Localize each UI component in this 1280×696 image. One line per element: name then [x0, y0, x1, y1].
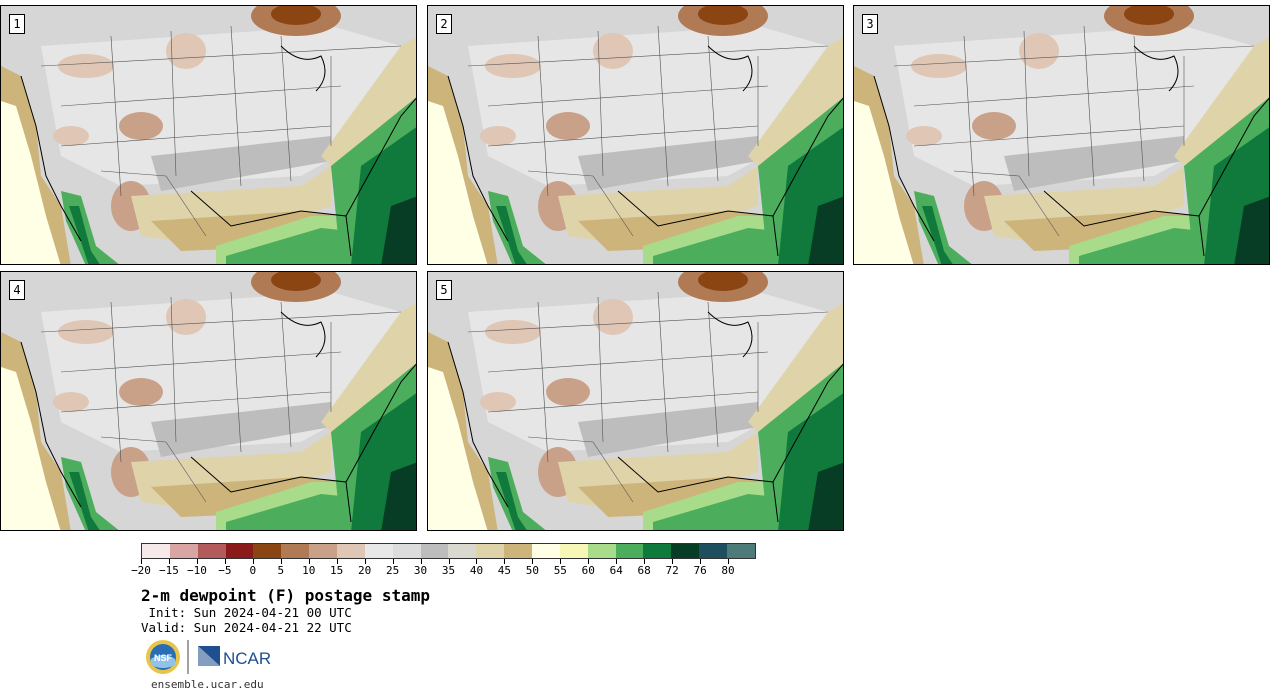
colorbar-tick-label: 20: [358, 564, 372, 577]
plot-title: 2-m dewpoint (F) postage stamp: [141, 586, 430, 605]
colorbar-tick-label: 25: [385, 564, 400, 577]
nsf-logo-text: NSF: [154, 653, 173, 663]
colorbar-tick-label: 10: [302, 564, 316, 577]
colorbar-tick: [700, 559, 702, 564]
colorbar-tick-label: 45: [497, 564, 512, 577]
ncar-logo: NCAR: [198, 646, 271, 668]
colorbar-tick-label: 0: [249, 564, 257, 577]
colorbar-tick-label: 50: [525, 564, 539, 577]
colorbar-segment: [253, 544, 282, 558]
nsf-logo: NSF: [146, 640, 180, 674]
colorbar-segment: [309, 544, 338, 558]
colorbar-tick-label: 35: [441, 564, 456, 577]
colorbar-tick-label: −10: [186, 564, 207, 577]
colorbar-tick-label: 64: [609, 564, 623, 577]
colorbar-tick: [196, 559, 198, 564]
colorbar-tick-label: 15: [330, 564, 344, 577]
colorbar-tick: [224, 559, 226, 564]
colorbar-segment: [281, 544, 310, 558]
ncar-logo-text: NCAR: [223, 649, 271, 668]
colorbar-tick: [141, 559, 142, 564]
colorbar-tick: [616, 559, 618, 564]
colorbar-tick: [532, 559, 534, 564]
colorbar-tick: [560, 559, 562, 564]
colorbar-tick: [252, 559, 254, 564]
colorbar-segment: [559, 544, 588, 558]
colorbar-segment: [615, 544, 644, 558]
map-panel-3: 3: [853, 5, 1270, 265]
colorbar-segment: [337, 544, 365, 558]
colorbar-segment: [142, 544, 170, 558]
dewpoint-map: [1, 6, 416, 264]
colorbar-tick: [392, 559, 394, 564]
colorbar-segment: [587, 544, 616, 558]
colorbar-segment: [476, 544, 505, 558]
panel-label: 3: [862, 14, 878, 34]
colorbar-tick: [448, 559, 450, 564]
dewpoint-map: [428, 6, 843, 264]
colorbar-tick: [476, 559, 478, 564]
colorbar-tick-label: 68: [637, 564, 651, 577]
panel-label: 4: [9, 280, 25, 300]
colorbar-tick: [364, 559, 366, 564]
valid-time: Valid: Sun 2024-04-21 22 UTC: [141, 620, 352, 635]
colorbar-tick-label: 60: [581, 564, 595, 577]
colorbar-segment: [727, 544, 755, 558]
panel-label: 5: [436, 280, 452, 300]
colorbar-tick: [644, 559, 646, 564]
colorbar-segment: [225, 544, 254, 558]
colorbar-segment: [532, 544, 560, 558]
colorbar-segment: [504, 544, 533, 558]
colorbar-tick: [728, 559, 730, 564]
colorbar-tick-label: 5: [277, 564, 285, 577]
colorbar-ticks: −20 −15 −10 −5 0 5 10 15 20 25 30 35 40 45 50 55 60 64 68 7…: [131, 559, 756, 581]
dewpoint-map: [1, 272, 416, 530]
colorbar-tick: [420, 559, 422, 564]
colorbar-segment: [699, 544, 728, 558]
colorbar-tick-label: 72: [665, 564, 679, 577]
colorbar-segment: [392, 544, 421, 558]
logos: NSF NCAR: [145, 638, 285, 676]
colorbar-tick-label: 40: [469, 564, 484, 577]
colorbar-tick: [168, 559, 170, 564]
colorbar-tick: [672, 559, 674, 564]
colorbar-tick-label: 55: [553, 564, 567, 577]
colorbar-segment: [448, 544, 477, 558]
colorbar-tick: [504, 559, 506, 564]
map-panel-2: 2: [427, 5, 844, 265]
panel-label: 2: [436, 14, 452, 34]
colorbar-tick-label: −5: [218, 564, 232, 577]
colorbar-tick: [280, 559, 282, 564]
colorbar-segment: [420, 544, 449, 558]
map-panel-5: 5: [427, 271, 844, 531]
map-panel-1: 1: [0, 5, 417, 265]
colorbar-tick-label: 76: [693, 564, 707, 577]
colorbar-tick: [336, 559, 338, 564]
dewpoint-map: [428, 272, 843, 530]
map-panel-4: 4: [0, 271, 417, 531]
colorbar-tick: [308, 559, 310, 564]
panel-label: 1: [9, 14, 25, 34]
colorbar-tick-label: −20: [131, 564, 151, 577]
colorbar-segment: [169, 544, 198, 558]
init-time: Init: Sun 2024-04-21 00 UTC: [141, 605, 352, 620]
colorbar-segment: [197, 544, 226, 558]
colorbar-segment: [643, 544, 672, 558]
dewpoint-map: [854, 6, 1269, 264]
colorbar-tick: [588, 559, 590, 564]
colorbar-segment: [364, 544, 393, 558]
colorbar-tick-label: 30: [413, 564, 428, 577]
colorbar-segment: [671, 544, 700, 558]
colorbar-tick-label: 80: [721, 564, 735, 577]
colorbar-tick-label: −15: [159, 564, 179, 577]
url-link[interactable]: ensemble.ucar.edu: [151, 678, 264, 691]
colorbar: [141, 543, 756, 559]
